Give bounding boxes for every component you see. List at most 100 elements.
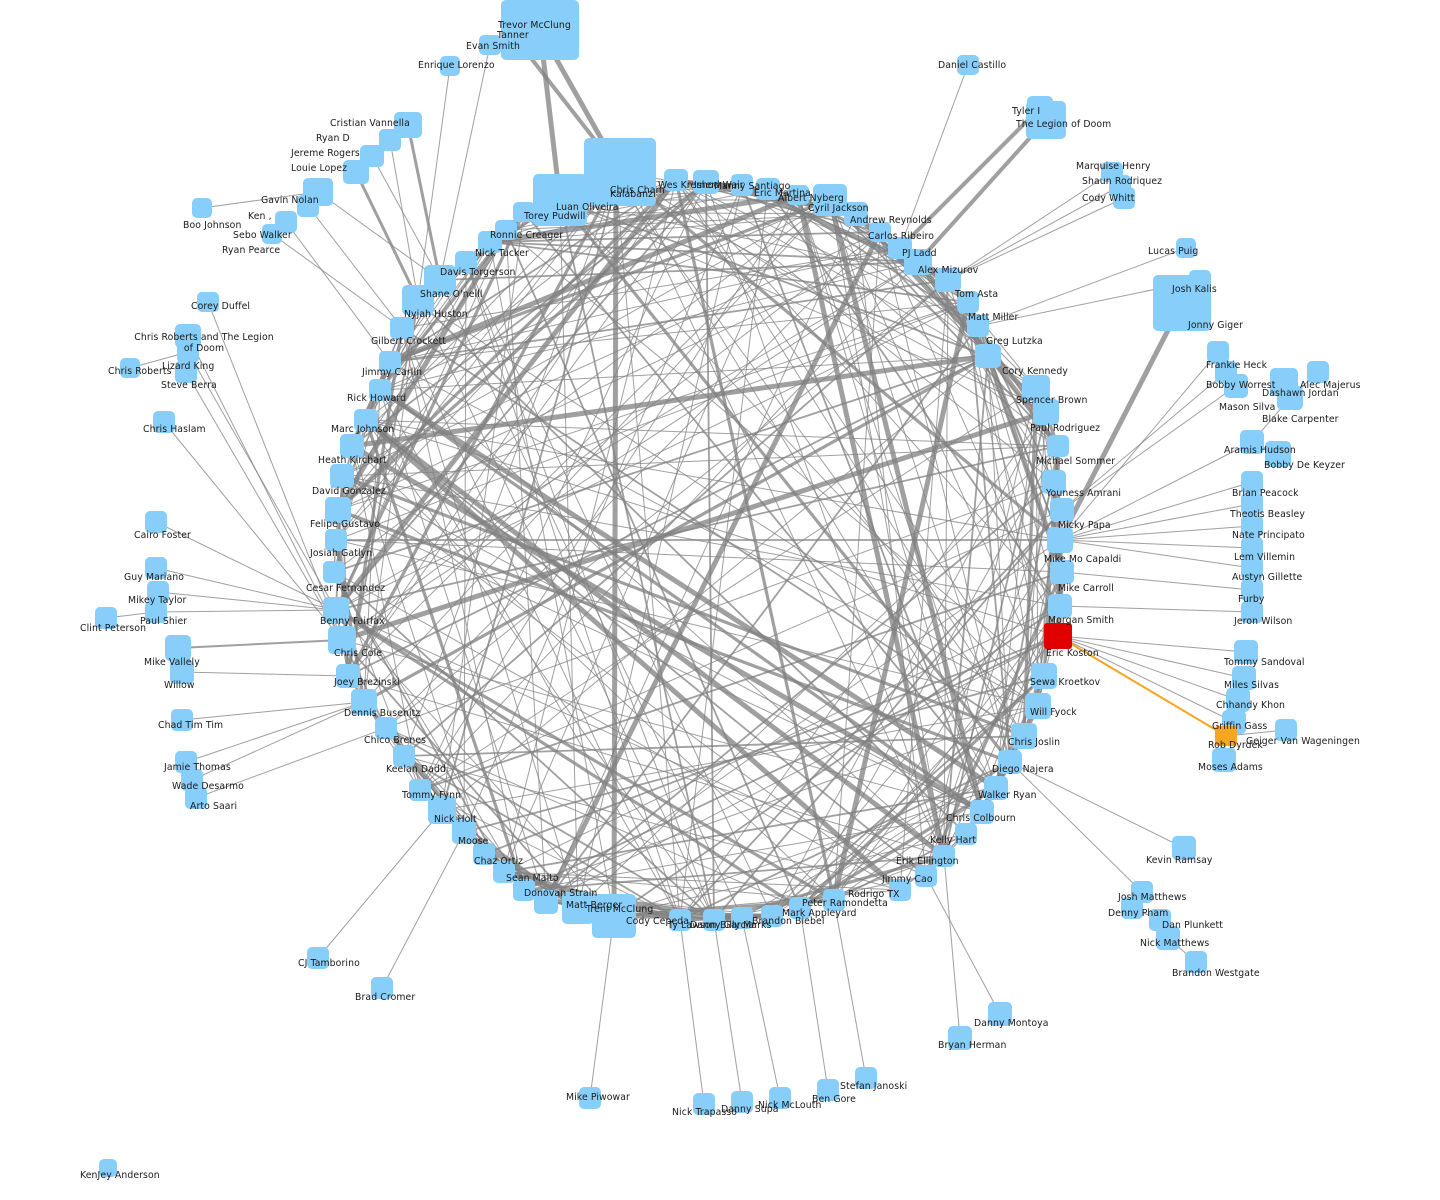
graph-node[interactable] xyxy=(1241,601,1263,623)
graph-node[interactable] xyxy=(904,249,932,275)
graph-node[interactable] xyxy=(379,351,401,373)
graph-node[interactable] xyxy=(371,977,393,999)
graph-node[interactable] xyxy=(120,358,140,378)
graph-node[interactable] xyxy=(855,1067,877,1089)
graph-node[interactable] xyxy=(428,796,456,824)
graph-node[interactable] xyxy=(478,231,502,253)
graph-node[interactable] xyxy=(1022,375,1050,401)
graph-node[interactable] xyxy=(1226,688,1250,712)
graph-node[interactable] xyxy=(1234,640,1258,664)
graph-node[interactable] xyxy=(789,897,811,919)
graph-node[interactable] xyxy=(379,129,401,151)
graph-node[interactable] xyxy=(935,268,961,292)
graph-node[interactable] xyxy=(351,689,377,715)
graph-node[interactable] xyxy=(1241,579,1263,601)
graph-node[interactable] xyxy=(440,56,460,76)
graph-node[interactable] xyxy=(1047,435,1069,457)
graph-node[interactable] xyxy=(307,947,329,969)
graph-node[interactable] xyxy=(1172,836,1196,860)
graph-node[interactable] xyxy=(177,341,199,363)
graph-node[interactable] xyxy=(197,292,219,312)
graph-node[interactable] xyxy=(1241,515,1263,537)
graph-node[interactable] xyxy=(1241,537,1263,559)
graph-node[interactable] xyxy=(393,745,415,767)
graph-node[interactable] xyxy=(1026,101,1066,139)
graph-node[interactable] xyxy=(957,55,979,75)
graph-node[interactable] xyxy=(145,557,167,579)
graph-node[interactable] xyxy=(1149,909,1171,931)
graph-node[interactable] xyxy=(1212,748,1236,772)
graph-node[interactable] xyxy=(165,635,191,661)
graph-node[interactable] xyxy=(323,561,345,583)
graph-node[interactable] xyxy=(1042,470,1066,494)
graph-node[interactable] xyxy=(1176,238,1196,258)
graph-node[interactable] xyxy=(1031,663,1057,689)
graph-node[interactable] xyxy=(731,907,753,929)
graph-node[interactable] xyxy=(1241,471,1263,493)
graph-node[interactable] xyxy=(817,1079,839,1101)
graph-node[interactable] xyxy=(967,315,989,337)
graph-node[interactable] xyxy=(933,845,955,867)
graph-node[interactable] xyxy=(844,202,868,226)
graph-node[interactable] xyxy=(664,169,688,191)
graph-node[interactable] xyxy=(175,751,197,773)
graph-node[interactable] xyxy=(375,717,397,739)
graph-node[interactable] xyxy=(1033,399,1059,425)
graph-node[interactable] xyxy=(955,823,977,845)
graph-node[interactable] xyxy=(513,202,535,222)
graph-node[interactable] xyxy=(669,909,691,931)
graph-node[interactable] xyxy=(390,317,414,339)
graph-node[interactable] xyxy=(693,170,719,194)
graph-node[interactable] xyxy=(823,889,845,911)
graph-node[interactable] xyxy=(1121,897,1143,919)
graph-node[interactable] xyxy=(1241,493,1263,515)
graph-node[interactable] xyxy=(455,251,477,273)
graph-node[interactable] xyxy=(534,890,558,914)
graph-node[interactable] xyxy=(984,776,1008,800)
graph-node[interactable] xyxy=(1156,926,1180,950)
graph-node[interactable] xyxy=(693,1093,715,1115)
graph-node[interactable] xyxy=(1224,374,1248,398)
graph-node[interactable] xyxy=(731,174,753,196)
graph-node[interactable] xyxy=(1240,430,1264,454)
graph-node[interactable] xyxy=(869,222,891,242)
graph-node[interactable] xyxy=(325,497,351,523)
graph-node[interactable] xyxy=(325,529,347,551)
graph-node[interactable] xyxy=(769,1087,791,1109)
graph-node[interactable] xyxy=(479,35,501,55)
graph-node[interactable] xyxy=(579,1087,601,1109)
graph-node[interactable] xyxy=(1113,187,1135,209)
graph-node[interactable] xyxy=(988,1002,1012,1026)
graph-node[interactable] xyxy=(1207,341,1229,363)
graph-node[interactable] xyxy=(1265,441,1291,467)
graph-node[interactable] xyxy=(703,909,725,931)
graph-node[interactable] xyxy=(409,779,431,801)
graph-node[interactable] xyxy=(170,660,194,684)
graph-node[interactable] xyxy=(185,787,207,809)
graph-node[interactable] xyxy=(1275,719,1297,741)
graph-node[interactable] xyxy=(1048,594,1072,618)
graph-node[interactable] xyxy=(975,344,1001,368)
graph-node[interactable] xyxy=(957,291,979,313)
graph-node[interactable] xyxy=(297,195,319,217)
graph-node[interactable] xyxy=(731,1091,753,1113)
graph-node[interactable] xyxy=(1185,951,1207,973)
graph-node[interactable] xyxy=(153,411,175,433)
graph-node[interactable] xyxy=(369,379,391,401)
graph-node[interactable] xyxy=(336,664,360,688)
graph-node[interactable] xyxy=(328,626,356,654)
graph-node[interactable] xyxy=(402,285,434,315)
graph-node[interactable] xyxy=(1047,527,1073,553)
graph-node[interactable] xyxy=(175,361,197,383)
graph-node[interactable] xyxy=(1050,560,1074,584)
graph-node[interactable] xyxy=(1307,361,1329,383)
graph-node[interactable] xyxy=(473,843,495,865)
graph-node[interactable] xyxy=(493,861,515,883)
graph-node[interactable] xyxy=(1050,498,1074,522)
graph-node[interactable] xyxy=(533,174,587,226)
graph-node[interactable] xyxy=(592,894,636,938)
graph-node[interactable] xyxy=(889,879,911,901)
graph-node[interactable] xyxy=(562,892,594,924)
graph-node[interactable] xyxy=(145,601,167,623)
